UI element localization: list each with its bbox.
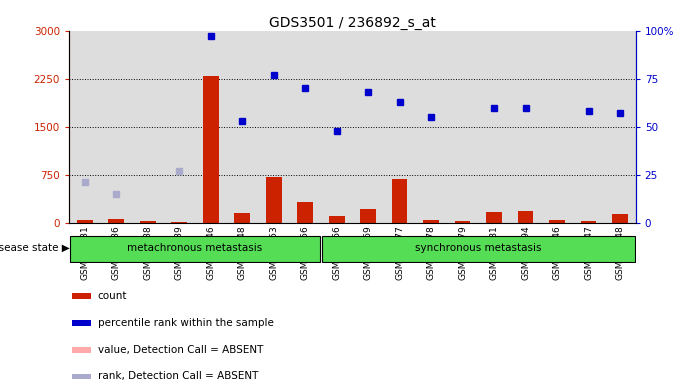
Bar (384, 31, 415, 223)
Bar (321, 236, 635, 262)
Bar (77, 220, 93, 223)
Text: count: count (98, 291, 127, 301)
Bar (486, 212, 502, 223)
Bar (140, 222, 155, 223)
Bar (101, 31, 132, 223)
Text: value, Detection Call = ABSENT: value, Detection Call = ABSENT (98, 344, 263, 354)
Bar (164, 31, 195, 223)
Bar (132, 31, 164, 223)
Bar (392, 179, 408, 223)
Bar (72, 293, 91, 299)
Bar (195, 31, 227, 223)
Bar (72, 347, 91, 353)
Bar (604, 31, 636, 223)
Text: rank, Detection Call = ABSENT: rank, Detection Call = ABSENT (98, 371, 258, 381)
Bar (69, 31, 101, 223)
Bar (203, 76, 218, 223)
Text: metachronous metastasis: metachronous metastasis (127, 243, 263, 253)
Bar (447, 31, 478, 223)
Bar (171, 222, 187, 223)
Bar (612, 214, 628, 223)
Bar (227, 31, 258, 223)
Bar (321, 31, 352, 223)
Bar (234, 213, 250, 223)
Text: disease state ▶: disease state ▶ (0, 243, 69, 253)
Bar (549, 220, 565, 223)
Bar (352, 31, 384, 223)
Bar (108, 219, 124, 223)
Bar (541, 31, 573, 223)
Text: percentile rank within the sample: percentile rank within the sample (98, 318, 274, 328)
Bar (518, 210, 533, 223)
Bar (573, 31, 604, 223)
Title: GDS3501 / 236892_s_at: GDS3501 / 236892_s_at (269, 16, 436, 30)
Bar (290, 31, 321, 223)
Bar (580, 221, 596, 223)
Bar (510, 31, 541, 223)
Bar (329, 216, 345, 223)
Bar (297, 202, 313, 223)
Bar (72, 320, 91, 326)
Bar (478, 31, 510, 223)
Bar (415, 31, 447, 223)
Bar (360, 209, 376, 223)
Bar (423, 220, 439, 223)
Bar (258, 31, 290, 223)
Bar (70, 236, 321, 262)
Text: synchronous metastasis: synchronous metastasis (415, 243, 542, 253)
Bar (266, 177, 281, 223)
Bar (455, 221, 471, 223)
Bar (72, 374, 91, 379)
